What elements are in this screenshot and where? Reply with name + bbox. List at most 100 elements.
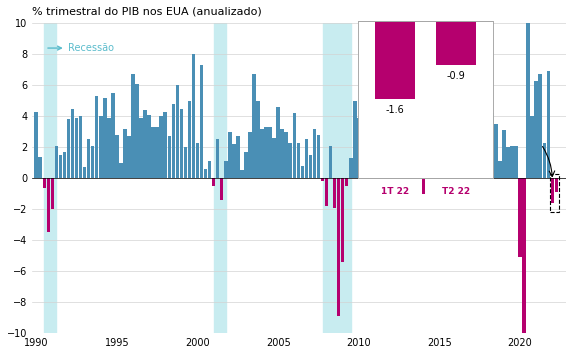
Bar <box>297 143 300 178</box>
Bar <box>159 116 163 178</box>
Bar <box>83 168 87 178</box>
Bar <box>543 143 546 178</box>
Bar <box>515 146 518 178</box>
Bar <box>151 127 155 178</box>
Bar <box>115 135 119 178</box>
Bar <box>478 129 481 178</box>
Bar <box>103 98 107 178</box>
Bar <box>111 93 115 178</box>
Bar <box>171 104 175 178</box>
Text: -1.6: -1.6 <box>386 105 404 115</box>
Bar <box>163 111 167 178</box>
Bar <box>74 118 79 178</box>
Bar <box>506 147 510 178</box>
Text: Recessão: Recessão <box>48 43 115 53</box>
Bar <box>373 172 376 178</box>
Bar <box>555 178 558 192</box>
Bar <box>523 178 526 355</box>
Text: -0.9: -0.9 <box>447 71 465 81</box>
Bar <box>494 124 498 178</box>
Bar <box>418 115 421 178</box>
Bar <box>42 178 46 187</box>
Bar <box>127 136 131 178</box>
Bar <box>375 21 415 99</box>
Bar <box>79 116 83 178</box>
Bar <box>139 118 143 178</box>
Bar <box>345 178 348 186</box>
Bar <box>333 178 336 208</box>
Bar <box>527 0 530 178</box>
Bar <box>349 158 352 178</box>
Bar <box>486 140 489 178</box>
Bar <box>462 133 465 178</box>
Bar <box>192 54 195 178</box>
Bar <box>46 178 50 233</box>
Bar <box>305 140 308 178</box>
Bar <box>87 140 91 178</box>
Bar <box>280 129 284 178</box>
Bar <box>397 133 401 178</box>
Bar <box>183 147 187 178</box>
Bar <box>95 96 99 178</box>
Bar <box>401 170 405 178</box>
Bar <box>54 146 58 178</box>
Bar <box>147 115 151 178</box>
Bar <box>38 157 42 178</box>
Bar <box>214 23 226 333</box>
Bar <box>228 132 231 178</box>
Bar <box>438 169 441 178</box>
Bar <box>436 21 476 65</box>
Bar <box>414 132 417 178</box>
Bar <box>268 127 272 178</box>
Bar <box>123 129 127 178</box>
Bar <box>490 113 493 178</box>
Bar <box>188 101 191 178</box>
Bar <box>369 143 372 178</box>
Bar <box>510 146 514 178</box>
Bar <box>196 143 199 178</box>
Bar <box>442 127 445 178</box>
Bar <box>248 132 252 178</box>
Bar <box>377 158 380 178</box>
Bar <box>264 127 268 178</box>
Bar <box>329 146 332 178</box>
Bar <box>321 178 324 181</box>
Bar <box>167 136 171 178</box>
Bar <box>204 169 207 178</box>
Bar <box>381 157 384 178</box>
Bar <box>212 178 215 186</box>
Bar <box>325 178 328 206</box>
Bar <box>119 163 123 178</box>
Bar <box>66 119 70 178</box>
Bar <box>135 84 139 178</box>
Bar <box>353 101 356 178</box>
Bar <box>309 155 312 178</box>
Bar <box>426 107 429 178</box>
Bar <box>422 178 425 194</box>
Bar <box>535 81 538 178</box>
Bar <box>175 85 179 178</box>
Bar <box>430 102 433 178</box>
Bar <box>498 161 502 178</box>
Bar <box>272 138 276 178</box>
Bar <box>337 178 340 316</box>
Bar <box>454 166 457 178</box>
Bar <box>547 71 550 178</box>
Bar <box>434 141 437 178</box>
Bar <box>450 157 453 178</box>
Bar <box>539 75 542 178</box>
Bar <box>232 144 236 178</box>
Bar <box>323 23 351 333</box>
Bar <box>34 111 38 178</box>
Bar <box>99 116 103 178</box>
Bar <box>551 178 554 203</box>
Bar <box>155 127 159 178</box>
Bar <box>502 130 506 178</box>
Bar <box>208 161 211 178</box>
Bar <box>284 132 288 178</box>
Bar <box>406 161 409 178</box>
Bar <box>361 119 364 178</box>
Bar <box>317 135 320 178</box>
Bar <box>531 116 534 178</box>
Bar <box>470 160 473 178</box>
